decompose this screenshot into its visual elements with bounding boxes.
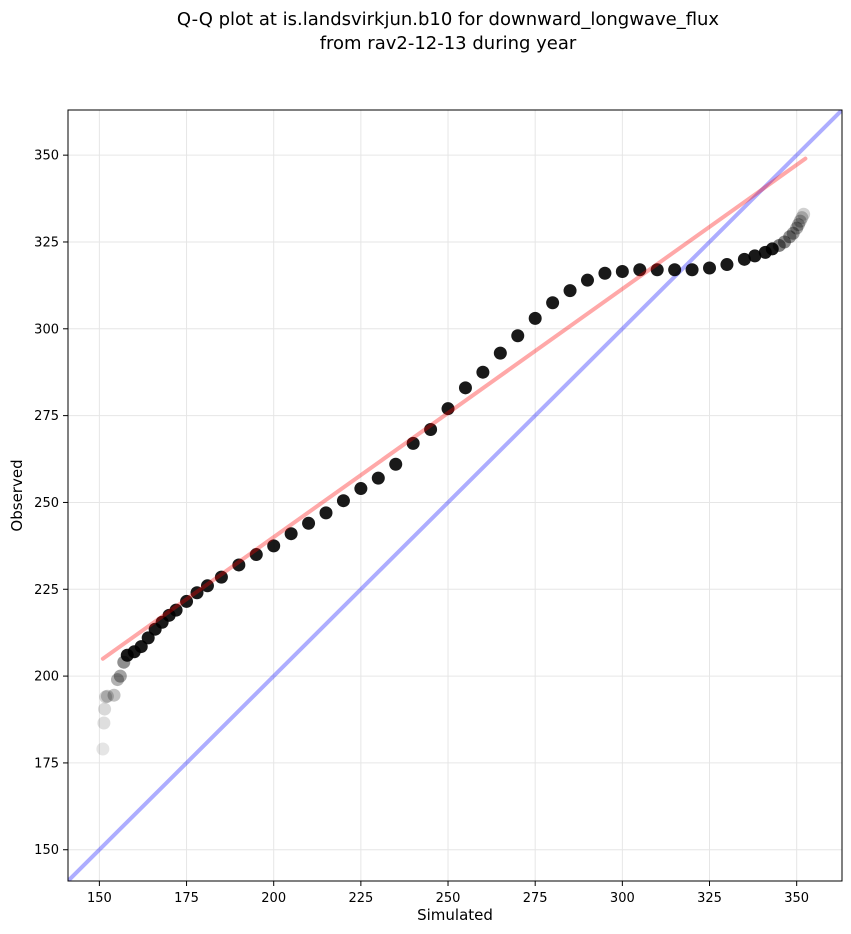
quantile-point-25 xyxy=(302,516,316,530)
quantile-point-26 xyxy=(319,506,333,520)
quantile-point-46 xyxy=(668,263,682,277)
quantile-point-36 xyxy=(493,346,507,360)
quantile-point-62 xyxy=(797,207,811,221)
quantile-point-43 xyxy=(615,264,629,278)
quantile-point-6 xyxy=(111,673,125,687)
y-tick-label-8: 350 xyxy=(34,149,59,164)
quantile-point-39 xyxy=(546,296,560,310)
quantile-point-50 xyxy=(737,252,751,266)
quantile-point-51 xyxy=(748,249,762,263)
x-tick-label-0: 150 xyxy=(87,891,112,906)
quantile-point-37 xyxy=(511,329,525,343)
quantile-point-5 xyxy=(107,688,121,702)
plot-area xyxy=(68,110,842,881)
x-tick-label-2: 200 xyxy=(261,891,286,906)
quantile-point-33 xyxy=(441,402,455,416)
quantile-point-32 xyxy=(424,423,438,437)
quantile-point-2 xyxy=(98,702,112,716)
y-tick-label-1: 175 xyxy=(34,756,59,771)
quantile-point-18 xyxy=(190,586,204,600)
quantile-point-7 xyxy=(113,669,127,683)
chart-title: Q-Q plot at is.landsvirkjun.b10 for down… xyxy=(177,9,720,30)
x-tick-label-5: 275 xyxy=(523,891,548,906)
x-tick-label-8: 350 xyxy=(784,891,809,906)
y-tick-label-3: 225 xyxy=(34,583,59,598)
quantile-point-27 xyxy=(336,494,350,508)
quantile-point-44 xyxy=(633,263,647,277)
quantile-point-47 xyxy=(685,263,699,277)
x-tick-label-4: 250 xyxy=(436,891,461,906)
quantile-point-1 xyxy=(97,716,111,730)
x-tick-label-3: 225 xyxy=(348,891,373,906)
quantile-point-31 xyxy=(406,436,420,450)
quantile-point-17 xyxy=(180,594,194,608)
quantile-point-11 xyxy=(134,640,148,654)
quantile-point-38 xyxy=(528,311,542,325)
quantile-point-3 xyxy=(99,690,113,704)
quantile-point-49 xyxy=(720,258,734,272)
quantile-point-16 xyxy=(169,603,183,617)
quantile-point-19 xyxy=(200,579,214,593)
quantile-point-29 xyxy=(371,471,385,485)
axis-layer: 150 175 200 225 250 275 300 325 350 150 175 200 225 2… xyxy=(34,149,809,906)
y-tick-label-5: 275 xyxy=(34,409,59,424)
plot-layer xyxy=(68,110,842,881)
quantile-point-58 xyxy=(790,221,804,235)
quantile-point-61 xyxy=(795,211,809,225)
identity-line xyxy=(68,110,842,881)
x-tick-label-7: 325 xyxy=(697,891,722,906)
quantile-point-20 xyxy=(214,570,228,584)
quantile-point-35 xyxy=(476,365,490,379)
quantile-point-22 xyxy=(249,548,263,562)
quantile-point-34 xyxy=(458,381,472,395)
quantile-point-48 xyxy=(703,261,717,275)
quantile-point-40 xyxy=(563,284,577,298)
quantile-point-21 xyxy=(232,558,246,572)
x-tick-label-6: 300 xyxy=(610,891,635,906)
quantile-point-45 xyxy=(650,263,664,277)
chart-subtitle: from rav2-12-13 during year xyxy=(320,33,577,54)
plot-frame xyxy=(67,109,843,882)
quantile-point-12 xyxy=(141,631,155,645)
quantile-point-30 xyxy=(389,457,403,471)
y-tick-label-7: 325 xyxy=(34,235,59,250)
quantile-point-24 xyxy=(284,527,298,541)
quantile-point-42 xyxy=(598,266,612,280)
quantile-point-54 xyxy=(772,238,786,252)
quantile-point-41 xyxy=(580,273,594,287)
quantile-point-59 xyxy=(791,218,805,232)
quantile-point-60 xyxy=(793,214,807,228)
y-tick-label-0: 150 xyxy=(34,843,59,858)
quantile-point-55 xyxy=(777,235,791,249)
quantile-point-23 xyxy=(267,539,281,553)
y-axis-label: Observed xyxy=(8,459,26,531)
quantile-points-group xyxy=(96,207,811,756)
y-tick-label-2: 200 xyxy=(34,670,59,685)
x-tick-label-1: 175 xyxy=(174,891,199,906)
quantile-point-57 xyxy=(786,226,800,240)
grid-layer xyxy=(68,110,842,881)
quantile-point-28 xyxy=(354,482,368,496)
quantile-point-56 xyxy=(783,230,797,244)
fit-line xyxy=(100,156,808,661)
x-axis-label: Simulated xyxy=(417,906,493,924)
y-tick-label-4: 250 xyxy=(34,496,59,511)
y-tick-label-6: 300 xyxy=(34,322,59,337)
quantile-point-4 xyxy=(100,689,114,703)
quantile-point-0 xyxy=(96,742,110,756)
